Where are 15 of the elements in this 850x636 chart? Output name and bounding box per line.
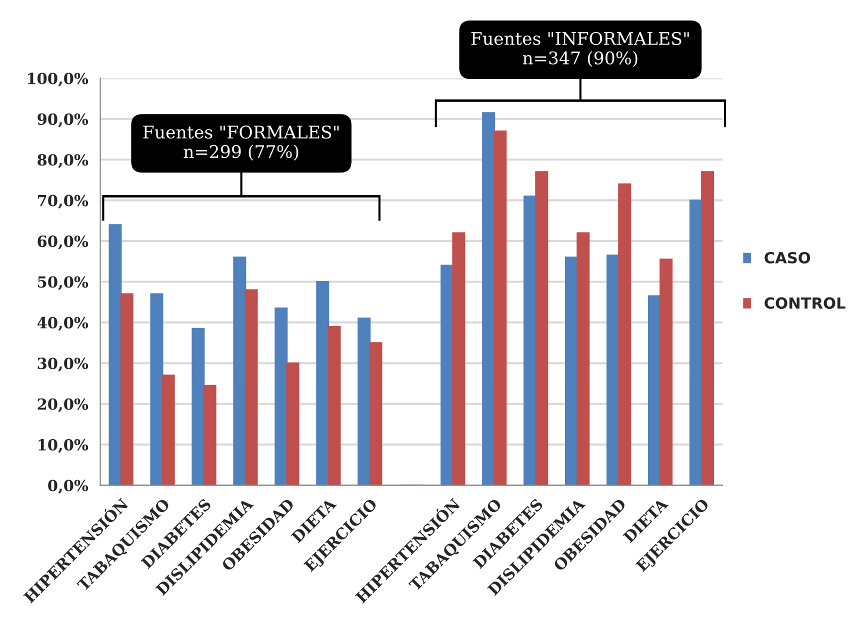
y-tick-label: 0,0% (48, 480, 88, 494)
y-tick-label: 80,0% (38, 154, 88, 168)
y-tick-label: 60,0% (38, 236, 88, 250)
y-tick-label: 50,0% (38, 276, 88, 290)
y-tick-label: 30,0% (38, 358, 88, 372)
y-tick-label: 40,0% (37, 316, 88, 331)
y-tick-label: 100,0% (28, 72, 88, 87)
annotation: Fuentes "FORMALES" n=299 (77%) (143, 126, 339, 161)
source-note: Fuentes "INFORMALES" n=347 (90%) (471, 32, 689, 67)
y-tick-label: 70,0% (38, 194, 88, 209)
legend-label: CASO (764, 252, 810, 264)
y-tick-label: 90,0% (38, 113, 88, 128)
y-tick-label: 20,0% (38, 398, 88, 412)
legend-label: CONTROL (764, 297, 846, 309)
y-tick-label: 10,0% (38, 439, 88, 453)
